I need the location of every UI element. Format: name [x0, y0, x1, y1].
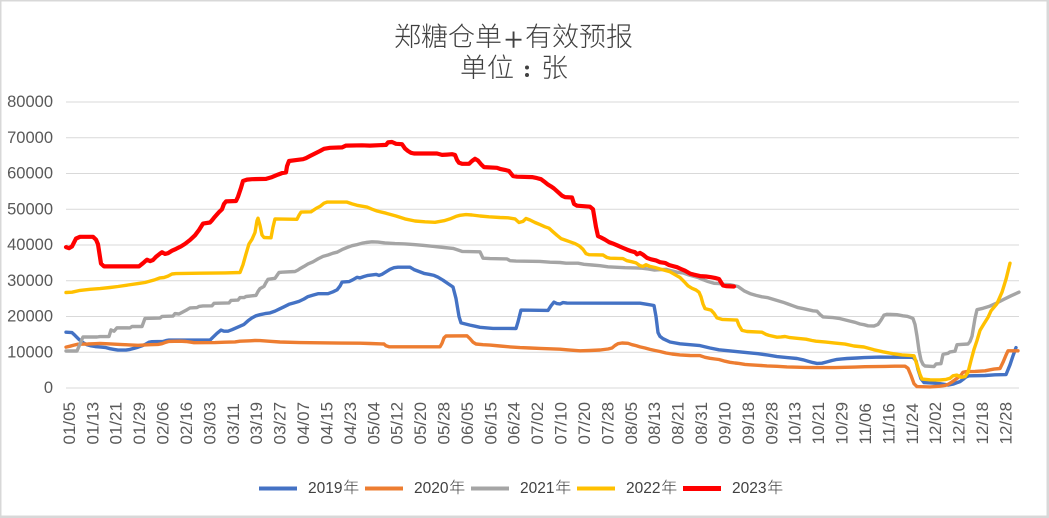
svg-text:02/06: 02/06	[154, 402, 173, 445]
svg-text:09/18: 09/18	[739, 402, 758, 445]
svg-text:07/10: 07/10	[552, 402, 571, 445]
svg-text:07/02: 07/02	[528, 402, 547, 445]
svg-text:09/28: 09/28	[762, 402, 781, 445]
svg-text:08/13: 08/13	[645, 402, 664, 445]
svg-text:06/24: 06/24	[505, 402, 524, 445]
svg-text:06/05: 06/05	[458, 402, 477, 445]
svg-text:07/28: 07/28	[598, 402, 617, 445]
svg-text:2023: 2023	[732, 480, 766, 497]
svg-text:05/12: 05/12	[388, 402, 407, 445]
svg-text:01/29: 01/29	[130, 402, 149, 445]
svg-text:06/15: 06/15	[481, 402, 500, 445]
svg-text:04/23: 04/23	[341, 402, 360, 445]
svg-text:80000: 80000	[7, 93, 53, 111]
svg-text:12/02: 12/02	[926, 402, 945, 445]
svg-text:08/21: 08/21	[669, 402, 688, 445]
svg-text:01/21: 01/21	[107, 402, 126, 445]
svg-text:05/20: 05/20	[411, 402, 430, 445]
svg-text:11/06: 11/06	[856, 403, 875, 444]
svg-text:2020: 2020	[414, 480, 449, 497]
svg-text:04/15: 04/15	[317, 402, 336, 445]
svg-text:20000: 20000	[7, 308, 53, 326]
svg-text:08/05: 08/05	[622, 402, 641, 445]
svg-text:03/19: 03/19	[247, 402, 266, 445]
svg-text:01/05: 01/05	[60, 402, 79, 445]
svg-text:03/11: 03/11	[224, 403, 243, 444]
svg-text:05/28: 05/28	[435, 402, 454, 445]
svg-text:2022: 2022	[626, 480, 660, 497]
svg-text:70000: 70000	[7, 129, 53, 147]
svg-text:2019: 2019	[308, 480, 342, 497]
svg-text:30000: 30000	[7, 272, 53, 290]
svg-text:09/10: 09/10	[716, 402, 735, 445]
svg-text:03/03: 03/03	[200, 402, 219, 445]
svg-text:07/20: 07/20	[575, 402, 594, 445]
svg-text:03/27: 03/27	[271, 402, 290, 445]
svg-text:2021: 2021	[520, 480, 554, 497]
svg-text:11/16: 11/16	[879, 403, 898, 444]
svg-text:08/31: 08/31	[692, 402, 711, 445]
svg-text:50000: 50000	[7, 200, 53, 218]
svg-text:60000: 60000	[7, 165, 53, 183]
svg-text:11/24: 11/24	[903, 403, 922, 444]
svg-text:12/10: 12/10	[950, 402, 969, 445]
svg-text:10/13: 10/13	[786, 402, 805, 445]
svg-text:05/04: 05/04	[364, 402, 383, 445]
svg-text:10000: 10000	[7, 343, 53, 361]
svg-text:40000: 40000	[7, 236, 53, 254]
svg-text:12/18: 12/18	[973, 402, 992, 445]
svg-text:01/13: 01/13	[83, 402, 102, 445]
svg-text:02/16: 02/16	[177, 402, 196, 445]
svg-text:10/29: 10/29	[833, 402, 852, 445]
svg-text:10/21: 10/21	[809, 402, 828, 445]
svg-text:04/07: 04/07	[294, 402, 313, 445]
svg-text:12/28: 12/28	[996, 402, 1015, 445]
svg-text:0: 0	[44, 379, 53, 397]
